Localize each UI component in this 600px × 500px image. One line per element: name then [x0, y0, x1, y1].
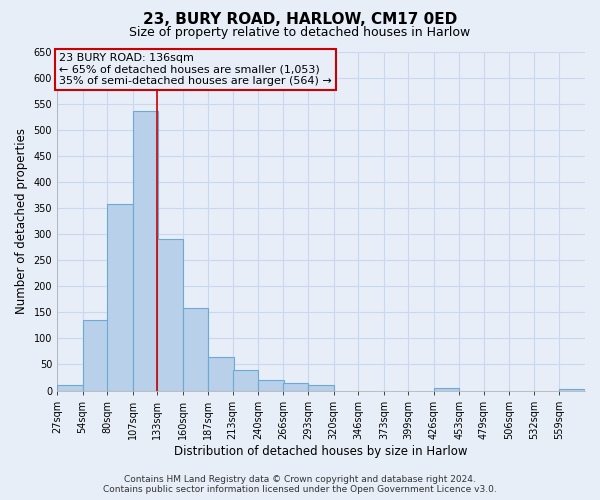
Text: 23 BURY ROAD: 136sqm
← 65% of detached houses are smaller (1,053)
35% of semi-de: 23 BURY ROAD: 136sqm ← 65% of detached h…	[59, 53, 332, 86]
Bar	[434, 388, 460, 390]
Bar	[157, 239, 182, 390]
Bar	[208, 356, 233, 390]
Bar	[107, 204, 133, 390]
Text: Size of property relative to detached houses in Harlow: Size of property relative to detached ho…	[130, 26, 470, 39]
Text: 23, BURY ROAD, HARLOW, CM17 0ED: 23, BURY ROAD, HARLOW, CM17 0ED	[143, 12, 457, 28]
Bar	[283, 382, 308, 390]
Bar	[57, 386, 83, 390]
Bar	[559, 389, 585, 390]
Bar	[83, 320, 108, 390]
Bar	[258, 380, 284, 390]
Bar	[308, 386, 334, 390]
X-axis label: Distribution of detached houses by size in Harlow: Distribution of detached houses by size …	[174, 444, 468, 458]
Text: Contains HM Land Registry data © Crown copyright and database right 2024.
Contai: Contains HM Land Registry data © Crown c…	[103, 474, 497, 494]
Y-axis label: Number of detached properties: Number of detached properties	[15, 128, 28, 314]
Bar	[133, 112, 158, 390]
Bar	[233, 370, 258, 390]
Bar	[182, 308, 208, 390]
